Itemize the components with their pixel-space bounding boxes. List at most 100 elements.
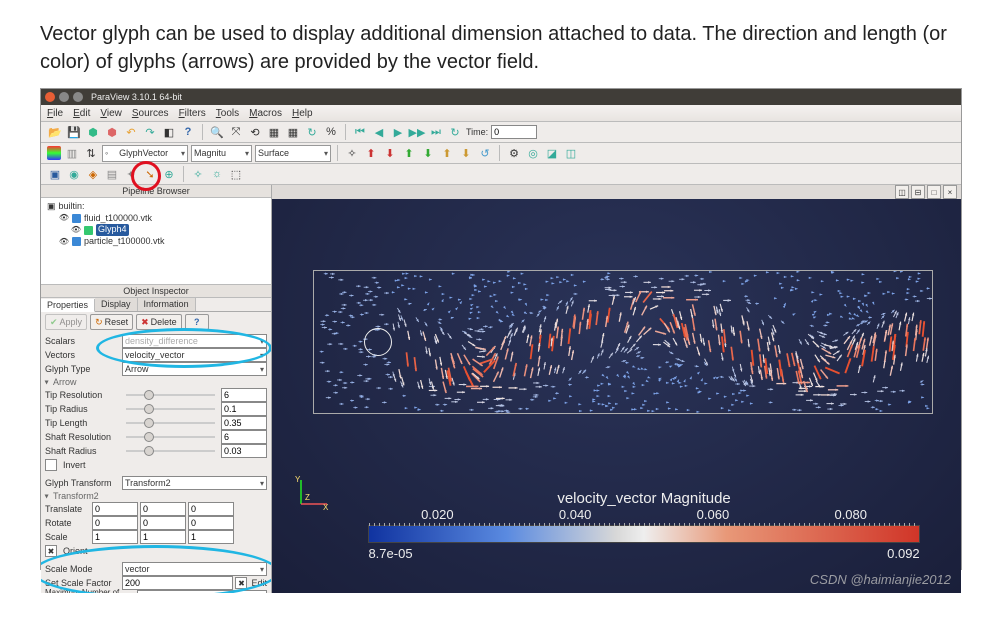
sel-cells-icon[interactable]: ◉ — [66, 166, 82, 182]
delete-button[interactable]: ✖Delete — [136, 314, 182, 330]
shaftres-slider[interactable] — [126, 436, 215, 438]
close-window-icon[interactable] — [45, 92, 55, 102]
rotate-icon[interactable]: ↻ — [304, 124, 320, 140]
orient-checkbox[interactable]: ✖ — [45, 545, 57, 557]
visibility-toggle-icon[interactable]: 👁 — [59, 214, 69, 224]
pipeline-item[interactable]: 👁 fluid_t100000.vtk — [47, 213, 265, 225]
menu-view[interactable]: View — [100, 108, 122, 119]
minimize-window-icon[interactable] — [59, 92, 69, 102]
disconnect-icon[interactable]: ⬢ — [104, 124, 120, 140]
find-icon[interactable]: 🔍 — [209, 124, 225, 140]
close-view-icon[interactable]: × — [943, 185, 957, 199]
play-icon[interactable]: ▶ — [390, 124, 406, 140]
time-input[interactable] — [491, 125, 537, 139]
pipeline-root[interactable]: ▣builtin: — [47, 201, 265, 213]
clip-icon[interactable]: ◪ — [544, 145, 560, 161]
sel-points-icon[interactable]: ▣ — [47, 166, 63, 182]
apply-button[interactable]: ✔Apply — [45, 314, 87, 330]
tab-information[interactable]: Information — [138, 298, 196, 311]
loop-icon[interactable]: ↻ — [447, 124, 463, 140]
last-frame-icon[interactable]: ⏭ — [428, 124, 444, 140]
tab-display[interactable]: Display — [95, 298, 138, 311]
rotate-y[interactable] — [140, 516, 186, 530]
pipeline-item[interactable]: 👁 particle_t100000.vtk — [47, 236, 265, 248]
shaftrad-slider[interactable] — [126, 450, 215, 452]
scale-y[interactable] — [140, 530, 186, 544]
menu-sources[interactable]: Sources — [132, 108, 169, 119]
maxnum-input[interactable] — [137, 590, 267, 593]
pipeline-browser[interactable]: ▣builtin: 👁 fluid_t100000.vtk 👁 Glyph4 👁… — [41, 198, 271, 285]
cam-z-plus-icon[interactable]: ⬆ — [439, 145, 455, 161]
light-icon[interactable]: ☼ — [209, 166, 225, 182]
menu-filters[interactable]: Filters — [179, 108, 206, 119]
menu-macros[interactable]: Macros — [249, 108, 282, 119]
open-icon[interactable]: 📂 — [47, 124, 63, 140]
percent-icon[interactable]: % — [323, 124, 339, 140]
rotate-z[interactable] — [188, 516, 234, 530]
scalefactor-input[interactable] — [122, 576, 233, 590]
prev-frame-icon[interactable]: ◀ — [371, 124, 387, 140]
cam-x-plus-icon[interactable]: ⬆ — [363, 145, 379, 161]
edit-checkbox[interactable]: ✖ — [235, 577, 247, 589]
cam-z-minus-icon[interactable]: ⬇ — [458, 145, 474, 161]
save-icon[interactable]: 💾 — [66, 124, 82, 140]
unknown-tb1[interactable]: ◧ — [161, 124, 177, 140]
maximize-window-icon[interactable] — [73, 92, 83, 102]
view-yz-icon[interactable]: ▦ — [285, 124, 301, 140]
tipres-slider[interactable] — [126, 394, 215, 396]
slice-icon[interactable]: ◫ — [563, 145, 579, 161]
shaftrad-input[interactable] — [221, 444, 267, 458]
cam-y-minus-icon[interactable]: ⬇ — [420, 145, 436, 161]
scale-z[interactable] — [188, 530, 234, 544]
sel-block-icon[interactable]: ◈ — [85, 166, 101, 182]
contour-icon[interactable]: ◎ — [525, 145, 541, 161]
extract-icon[interactable]: ⊕ — [161, 166, 177, 182]
glyphtrans-select[interactable]: Transform2 — [122, 476, 267, 490]
stream-icon[interactable]: ➘ — [142, 166, 158, 182]
view-xy-icon[interactable]: ▦ — [266, 124, 282, 140]
calc-icon[interactable]: ⚙ — [506, 145, 522, 161]
undo-icon[interactable]: ↶ — [123, 124, 139, 140]
translate-z[interactable] — [188, 502, 234, 516]
menu-file[interactable]: File — [47, 108, 63, 119]
rescale-icon[interactable]: ⇅ — [83, 145, 99, 161]
solid-color-icon[interactable]: ▥ — [64, 145, 80, 161]
tiprad-input[interactable] — [221, 402, 267, 416]
component-select[interactable]: Magnitu — [191, 145, 252, 162]
vectors-select[interactable]: velocity_vector — [122, 348, 267, 362]
maximize-view-icon[interactable]: □ — [927, 185, 941, 199]
help-icon[interactable]: ? — [180, 124, 196, 140]
tiprad-slider[interactable] — [126, 408, 215, 410]
threshold-icon[interactable]: ▤ — [104, 166, 120, 182]
representation-select[interactable]: Surface — [255, 145, 331, 162]
help-button[interactable]: ? — [185, 314, 209, 330]
cam-y-plus-icon[interactable]: ⬆ — [401, 145, 417, 161]
scalemode-select[interactable]: vector — [122, 562, 267, 576]
menu-tools[interactable]: Tools — [216, 108, 239, 119]
pipeline-item-selected[interactable]: 👁 Glyph4 — [47, 224, 265, 236]
tab-properties[interactable]: Properties — [41, 299, 95, 312]
redo-icon[interactable]: ↷ — [142, 124, 158, 140]
cam-x-minus-icon[interactable]: ⬇ — [382, 145, 398, 161]
reset-cam-icon[interactable]: ⟲ — [247, 124, 263, 140]
glyphtype-select[interactable]: Arrow — [122, 362, 267, 376]
zoom-icon[interactable]: ⤧ — [228, 124, 244, 140]
connect-icon[interactable]: ⬢ — [85, 124, 101, 140]
active-variable-select[interactable]: ◦ GlyphVector — [102, 145, 188, 162]
scale-x[interactable] — [92, 530, 138, 544]
menu-edit[interactable]: Edit — [73, 108, 90, 119]
shaftres-input[interactable] — [221, 430, 267, 444]
reset-button[interactable]: ↻Reset — [90, 314, 133, 330]
tiplen-slider[interactable] — [126, 422, 215, 424]
translate-y[interactable] — [140, 502, 186, 516]
invert-checkbox[interactable] — [45, 459, 57, 471]
tiplen-input[interactable] — [221, 416, 267, 430]
next-frame-icon[interactable]: ▶▶ — [409, 124, 425, 140]
translate-x[interactable] — [92, 502, 138, 516]
viewport-3d[interactable]: Y X Z velocity_vector Magnitude 0.020 0.… — [272, 199, 961, 593]
tipres-input[interactable] — [221, 388, 267, 402]
glyph-icon[interactable]: ✦ — [123, 166, 139, 182]
first-frame-icon[interactable]: ⏮ — [352, 124, 368, 140]
visibility-toggle-icon[interactable]: 👁 — [71, 225, 81, 235]
scalars-select[interactable]: density_difference — [122, 334, 267, 348]
